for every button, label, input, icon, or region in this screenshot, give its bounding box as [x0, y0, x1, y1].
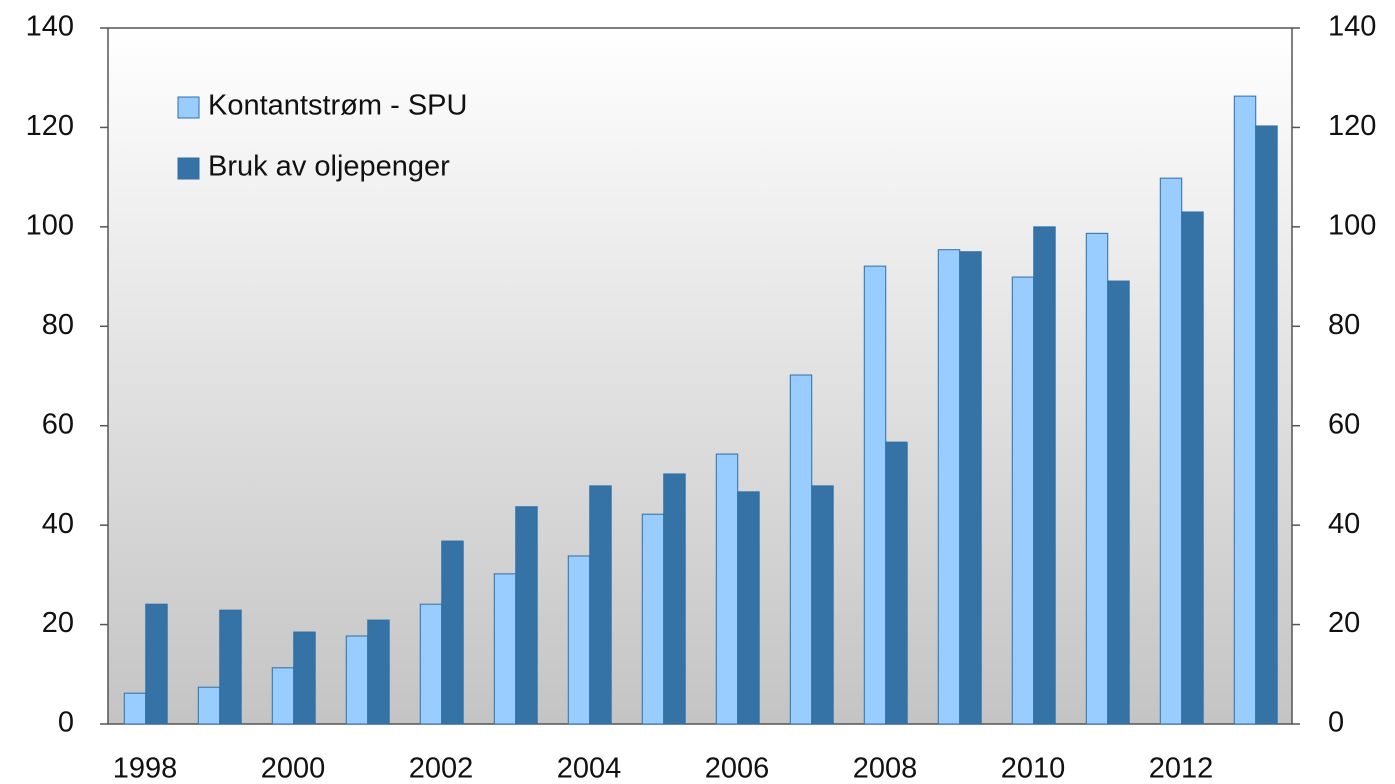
legend-label: Bruk av oljepenger	[208, 151, 450, 183]
bar	[1181, 211, 1204, 725]
x-tick-label: 2000	[261, 753, 326, 784]
y2-tick-label: 100	[1328, 210, 1376, 242]
y-tick-label: 60	[42, 408, 74, 440]
bar	[123, 692, 147, 725]
y2-tick-label: 120	[1328, 110, 1376, 142]
y-tick-label: 40	[42, 508, 74, 540]
bar	[641, 513, 665, 725]
bar	[1107, 280, 1130, 725]
y2-tick-label: 0	[1328, 707, 1344, 739]
y2-tick-label: 80	[1328, 309, 1360, 341]
y-tick-label: 0	[58, 707, 74, 739]
bar	[959, 251, 982, 725]
legend-swatch	[177, 96, 200, 119]
x-tick-label: 2006	[705, 753, 770, 784]
y-tick-label: 120	[26, 110, 74, 142]
bar	[219, 609, 242, 725]
y2-tick-label: 20	[1328, 607, 1360, 639]
bar	[1255, 125, 1278, 725]
y-tick-label: 100	[26, 210, 74, 242]
x-tick-label: 2002	[409, 753, 474, 784]
bar	[493, 573, 517, 725]
bar	[145, 603, 168, 725]
bar	[1159, 177, 1183, 725]
x-tick-label: 2008	[853, 753, 918, 784]
bar	[937, 249, 961, 725]
bar	[1085, 232, 1109, 725]
bar	[811, 485, 834, 725]
bar	[441, 540, 464, 725]
bar	[419, 603, 443, 725]
bar	[367, 619, 390, 725]
x-tick-label: 2010	[1001, 753, 1066, 784]
bar	[1233, 95, 1257, 725]
y2-tick-label: 60	[1328, 408, 1360, 440]
legend-swatch	[177, 157, 200, 180]
bar	[789, 374, 813, 725]
bar	[1011, 276, 1035, 725]
bar	[197, 686, 221, 725]
bar	[515, 506, 538, 725]
legend-label: Kontantstrøm - SPU	[208, 90, 467, 122]
bar	[885, 441, 908, 725]
bar	[1033, 226, 1056, 725]
x-tick-label: 1998	[113, 753, 178, 784]
bar	[589, 485, 612, 725]
y2-tick-label: 40	[1328, 508, 1360, 540]
y2-tick-label: 140	[1328, 11, 1376, 43]
y-tick-label: 80	[42, 309, 74, 341]
bar	[663, 473, 686, 725]
y-tick-label: 20	[42, 607, 74, 639]
x-tick-label: 2004	[557, 753, 622, 784]
y-tick-label: 140	[26, 11, 74, 43]
bar	[293, 631, 316, 725]
x-tick-label: 2012	[1149, 753, 1214, 784]
bar	[863, 265, 887, 725]
bar	[271, 667, 295, 725]
bar	[737, 491, 760, 725]
bar	[345, 635, 369, 725]
bar	[567, 555, 591, 725]
bar	[715, 453, 739, 725]
